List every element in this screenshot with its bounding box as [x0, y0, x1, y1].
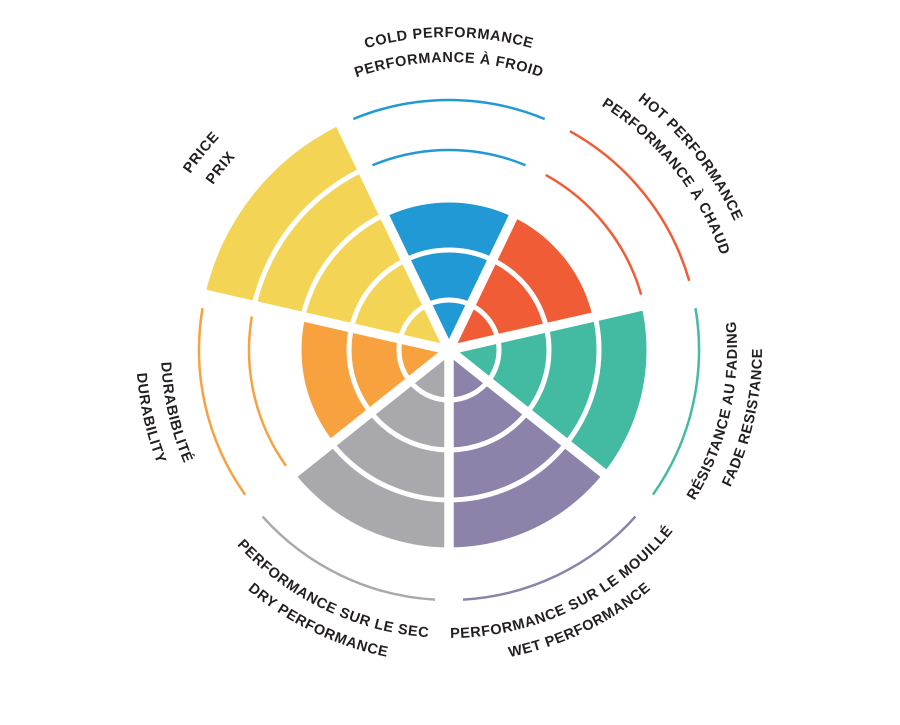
- sector-wet-performance-level-5-arc: [462, 515, 637, 601]
- sector-hot-performance-level-4-arc: [545, 173, 643, 295]
- sector-gap-spoke-4: [244, 346, 452, 515]
- sector-cold-performance-label-line2: PERFORMANCE À FROID: [353, 50, 546, 81]
- sector-durability-fill: [299, 316, 449, 444]
- sector-hot-performance-level-5-arc: [569, 130, 691, 282]
- sector-cold-performance-level-4-arc: [371, 148, 527, 167]
- sector-gap-spoke-1: [447, 287, 702, 355]
- unfilled-level-arcs: [197, 98, 701, 601]
- sector-gap-spoke-2: [446, 346, 654, 515]
- sector-durability-level-5-arc: [197, 307, 247, 496]
- sector-dry-performance-level-5-arc: [261, 515, 436, 601]
- sector-dry-performance-fill: [292, 350, 449, 550]
- sector-gap-spoke-6: [332, 115, 454, 353]
- sector-gap-spoke-5: [196, 287, 451, 355]
- sector-cold-performance-level-5-arc: [352, 98, 546, 121]
- sector-durability-level-4-arc: [247, 316, 287, 467]
- sector-gap-spokes: [196, 115, 702, 608]
- sector-price-fill: [205, 124, 449, 350]
- sector-fade-resistance-level-5-arc: [651, 307, 701, 496]
- sector-gap-spoke-0: [444, 115, 566, 353]
- sector-wet-performance-fill: [449, 350, 606, 550]
- sector-cold-performance-label-line1: COLD PERFORMANCE: [363, 25, 535, 52]
- sector-cold-performance-fill: [383, 199, 515, 350]
